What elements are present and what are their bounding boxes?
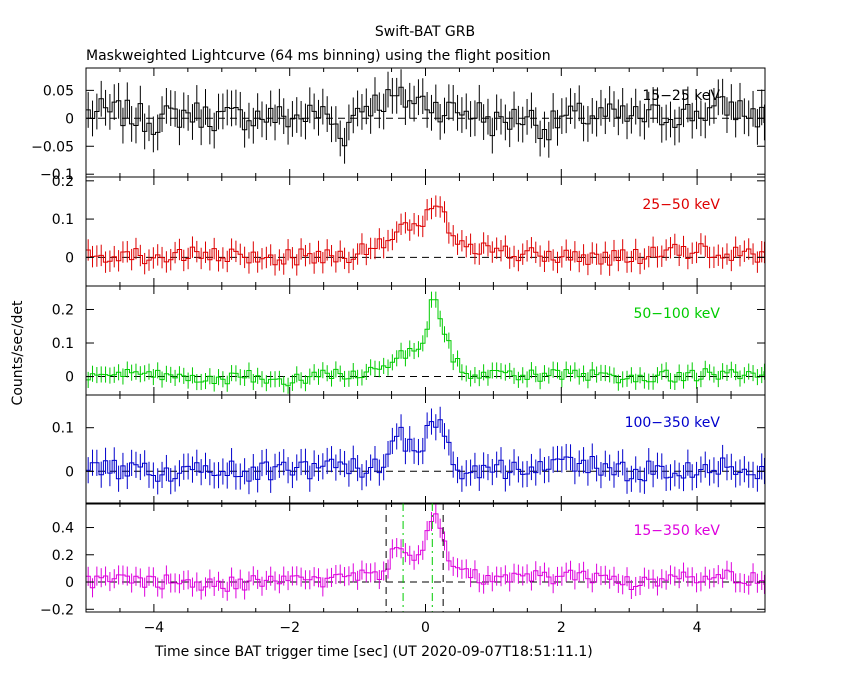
- band-label: 15−25 keV: [642, 88, 720, 104]
- panel-2: 0.2 0.1 0 25−50 keV: [52, 174, 766, 287]
- light-curve: [86, 299, 765, 387]
- y-tick-label: 0.2: [52, 302, 74, 318]
- light-curve: [86, 205, 765, 266]
- panel-frame: [85, 176, 766, 287]
- y-tick-label: 0: [65, 250, 74, 266]
- x-tick-label: 0: [421, 620, 430, 636]
- y-tick-label: 0: [65, 111, 74, 127]
- panel-5: 0.4 0.2 0 −0.2 15−350 keV: [40, 502, 766, 618]
- y-axis-label: Counts/sec/det: [10, 300, 26, 405]
- chart-title: Swift-BAT GRB: [375, 24, 475, 40]
- band-label: 100−350 keV: [625, 415, 721, 431]
- panel-3: 0.2 0.1 0 50−100 keV: [52, 285, 766, 396]
- panel-1: 0.05 0 −0.05 −0.1 15−25 keV: [31, 67, 766, 183]
- x-tick-label: 2: [557, 620, 566, 636]
- x-tick-label: 4: [693, 620, 702, 636]
- light-curve: [86, 513, 765, 592]
- y-tick-label: 0: [65, 370, 74, 386]
- y-tick-label: 0: [65, 464, 74, 480]
- chart-subtitle: Maskweighted Lightcurve (64 ms binning) …: [86, 48, 551, 64]
- light-curve: [86, 419, 765, 482]
- band-label: 50−100 keV: [633, 306, 720, 322]
- y-tick-label: 0.1: [52, 421, 74, 437]
- y-tick-label: 0.1: [52, 336, 74, 352]
- y-tick-label: 0.2: [52, 548, 74, 564]
- y-tick-label: 0: [65, 575, 74, 591]
- x-tick-label: −4: [144, 620, 165, 636]
- y-tick-label: 0.4: [52, 521, 74, 537]
- y-tick-label: 0.05: [43, 83, 74, 99]
- x-axis-label: Time since BAT trigger time [sec] (UT 20…: [154, 644, 593, 660]
- y-tick-label: −0.05: [31, 139, 74, 155]
- light-curve: [86, 86, 765, 147]
- y-tick-label: −0.1: [40, 167, 74, 183]
- x-tick-label: −2: [279, 620, 300, 636]
- y-tick-label: 0.2: [52, 174, 74, 190]
- y-tick-label: −0.2: [40, 602, 74, 618]
- band-label: 25−50 keV: [642, 197, 720, 213]
- y-tick-label: 0.1: [52, 212, 74, 228]
- band-label: 15−350 keV: [633, 523, 720, 539]
- panel-4: 0.1 0 100−350 keV: [52, 394, 766, 505]
- panel-frame: [85, 502, 766, 613]
